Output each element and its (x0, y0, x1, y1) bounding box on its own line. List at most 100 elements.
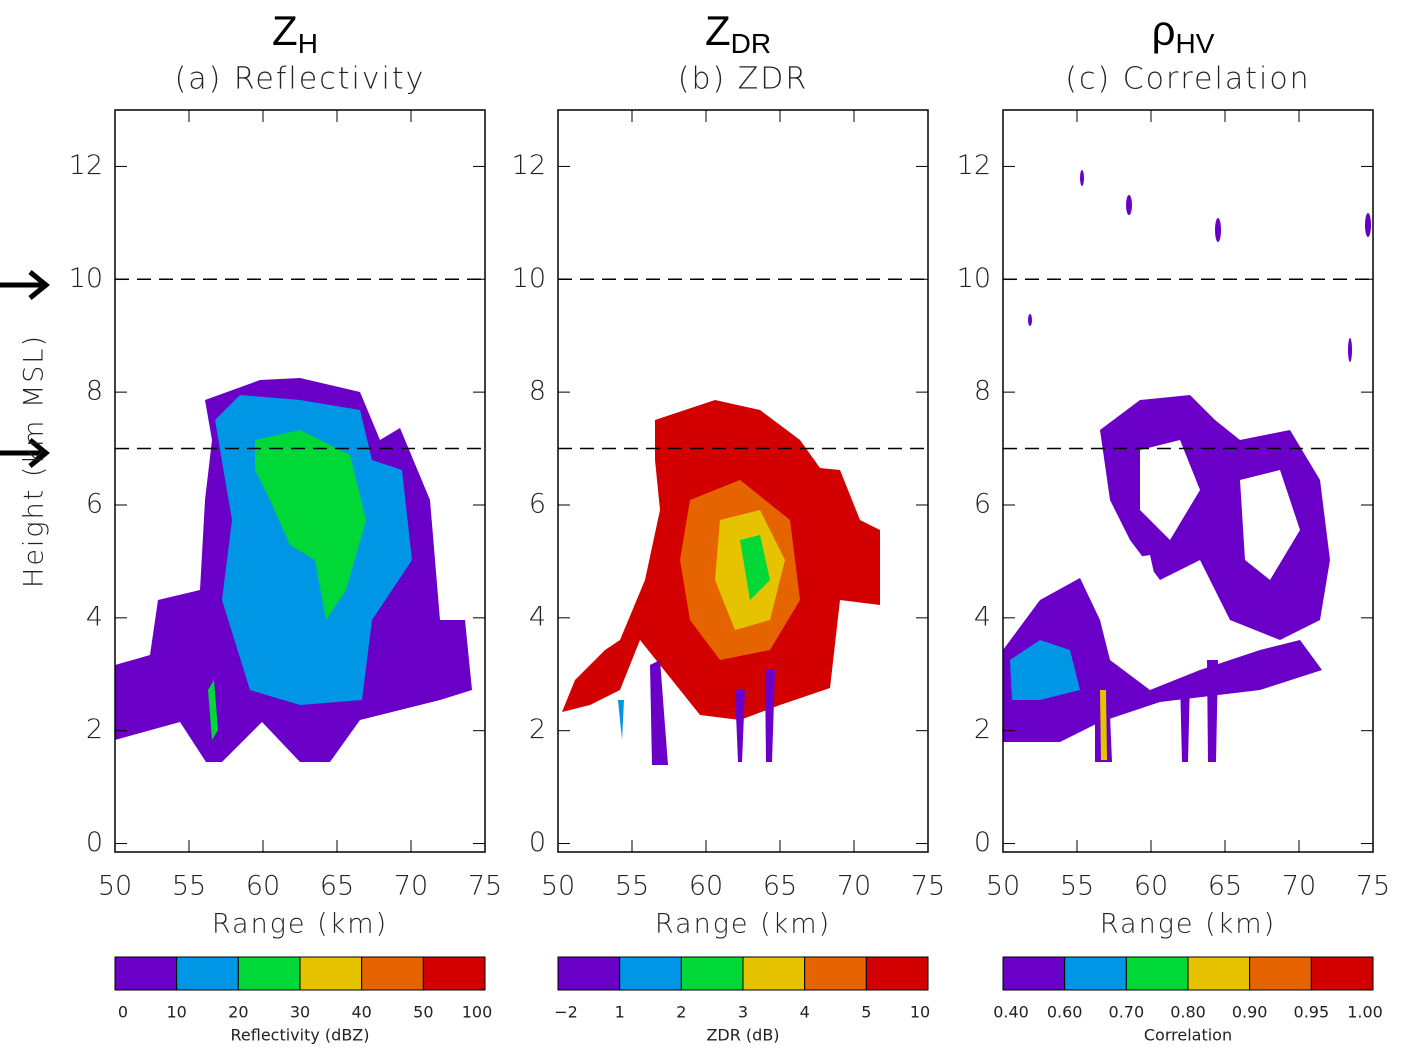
colorbar-tick-label: 100 (462, 1003, 493, 1022)
symbol-main: Z (705, 7, 731, 54)
x-tick-label: 50 (541, 871, 575, 902)
y-tick-label: 4 (974, 601, 991, 632)
colorbar-bin (1249, 956, 1312, 991)
colorbar-tick-label: 5 (861, 1003, 871, 1022)
x-tick-label: 75 (911, 871, 945, 902)
x-tick-label: 50 (986, 871, 1020, 902)
colorbar-bin (1125, 956, 1189, 991)
colorbar-tick-label: 2 (676, 1003, 686, 1022)
panel-title: (a) Reflectivity (175, 62, 426, 97)
y-tick-label: 2 (974, 714, 991, 745)
colorbar-bin (865, 956, 929, 991)
colorbar-tick-label: 50 (413, 1003, 433, 1022)
panel-symbol: ZDR (705, 7, 771, 59)
colorbar-tick-label: 0.40 (993, 1003, 1029, 1022)
y-tick-label: 12 (512, 150, 546, 181)
x-tick-label: 60 (246, 871, 280, 902)
colorbar-tick-label: −2 (554, 1003, 578, 1022)
colorbar-tick-label: 0.90 (1232, 1003, 1268, 1022)
colorbar-bin (1310, 956, 1374, 991)
colorbar-tick-label: 10 (910, 1003, 930, 1022)
colorbar-bin (237, 956, 301, 991)
y-tick-label: 4 (529, 601, 546, 632)
plot-frame (1002, 109, 1374, 853)
colorbar-tick-label: 40 (351, 1003, 371, 1022)
x-axis-label: Range (km) (212, 909, 388, 940)
y-tick-label: 6 (86, 488, 103, 519)
colorbar-tick-label: 3 (738, 1003, 748, 1022)
colorbar-label: Correlation (1144, 1026, 1232, 1045)
colorbar-tick-label: 10 (166, 1003, 186, 1022)
colorbar-tick-label: 4 (800, 1003, 810, 1022)
symbol-main: ρ (1152, 7, 1176, 54)
symbol-subscript: DR (731, 28, 771, 59)
x-tick-label: 55 (172, 871, 206, 902)
y-tick-label: 0 (86, 827, 103, 858)
colorbar-tick-label: 0.70 (1109, 1003, 1145, 1022)
colorbar-tick-label: 1 (615, 1003, 625, 1022)
y-tick-label: 12 (69, 150, 103, 181)
plot-frame (557, 109, 929, 853)
x-tick-label: 70 (1282, 871, 1316, 902)
y-tick-label: 2 (86, 714, 103, 745)
colorbar-bin (680, 956, 744, 991)
y-tick-label: 8 (86, 376, 103, 407)
x-tick-label: 60 (1134, 871, 1168, 902)
colorbar-tick-label: 0.60 (1047, 1003, 1083, 1022)
x-tick-label: 50 (98, 871, 132, 902)
colorbar-tick-label: 0.95 (1294, 1003, 1330, 1022)
colorbar-bin (619, 956, 682, 991)
y-tick-label: 6 (529, 488, 546, 519)
colorbar-tick-label: 1.00 (1347, 1003, 1383, 1022)
y-tick-label: 6 (974, 488, 991, 519)
colorbar-bin (557, 956, 621, 991)
colorbar-bin (804, 956, 867, 991)
colorbar-bin (742, 956, 806, 991)
y-tick-label: 4 (86, 601, 103, 632)
x-tick-label: 55 (615, 871, 649, 902)
x-tick-label: 65 (763, 871, 797, 902)
colorbar-bin (1187, 956, 1251, 991)
panel-title: (b) ZDR (678, 62, 808, 97)
colorbar-bin (176, 956, 239, 991)
colorbar-bin (299, 956, 363, 991)
symbol-subscript: H (298, 28, 318, 59)
colorbar-bin (1064, 956, 1127, 991)
y-tick-label: 2 (529, 714, 546, 745)
panel-symbol: ZH (272, 7, 318, 59)
colorbar-bin (422, 956, 486, 991)
panel-title: (c) Correlation (1065, 62, 1310, 97)
colorbar-tick-label: 0.80 (1170, 1003, 1206, 1022)
y-tick-label: 10 (69, 263, 103, 294)
y-axis-label: Height (km MSL) (19, 334, 50, 588)
y-tick-label: 8 (974, 376, 991, 407)
colorbar-label: ZDR (dB) (706, 1026, 779, 1045)
y-tick-label: 0 (974, 827, 991, 858)
reflectivity-field (115, 378, 472, 762)
x-tick-label: 75 (468, 871, 502, 902)
arrows (0, 270, 50, 468)
x-tick-label: 65 (320, 871, 354, 902)
x-tick-label: 55 (1060, 871, 1094, 902)
y-tick-label: 8 (529, 376, 546, 407)
x-axis-label: Range (km) (1100, 909, 1276, 940)
x-tick-label: 70 (837, 871, 871, 902)
colorbar-label: Reflectivity (dBZ) (231, 1026, 370, 1045)
symbol-subscript: HV (1176, 28, 1215, 59)
zdr-field (562, 400, 880, 765)
y-tick-label: 0 (529, 827, 546, 858)
symbol-main: Z (272, 7, 298, 54)
x-tick-label: 60 (689, 871, 723, 902)
y-tick-label: 10 (512, 263, 546, 294)
colorbar-tick-label: 30 (290, 1003, 310, 1022)
correlation-field (1003, 170, 1371, 762)
x-tick-label: 65 (1208, 871, 1242, 902)
x-axis-label: Range (km) (655, 909, 831, 940)
y-tick-label: 12 (957, 150, 991, 181)
x-tick-label: 75 (1356, 871, 1390, 902)
colorbar-bin (1002, 956, 1066, 991)
colorbar-tick-label: 0 (118, 1003, 128, 1022)
colorbar-bin (114, 956, 178, 991)
colorbar-tick-label: 20 (228, 1003, 248, 1022)
